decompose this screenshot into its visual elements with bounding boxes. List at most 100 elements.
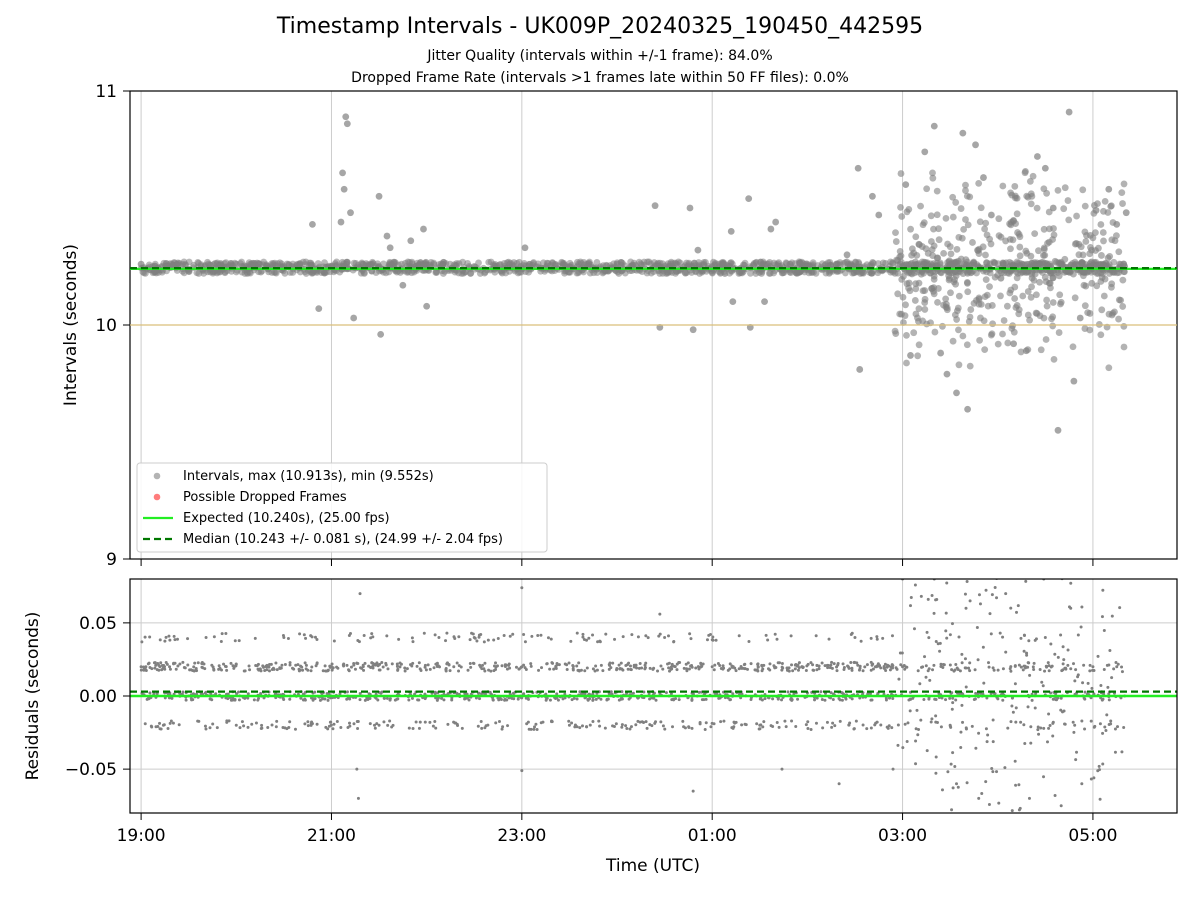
- residual-point: [324, 725, 328, 729]
- residual-point: [825, 720, 829, 724]
- residual-point: [897, 677, 901, 681]
- residual-point: [703, 728, 707, 732]
- residual-point: [932, 663, 936, 667]
- residual-point: [604, 632, 608, 636]
- residual-point: [980, 540, 983, 543]
- residual-point: [989, 692, 993, 696]
- interval-point: [640, 258, 648, 266]
- residual-point: [315, 662, 319, 666]
- residual-point: [309, 669, 313, 673]
- residual-point: [168, 665, 172, 669]
- interval-point: [1061, 184, 1069, 192]
- residual-point: [238, 726, 242, 730]
- interval-point: [342, 113, 350, 121]
- residual-point: [1000, 828, 1003, 831]
- residual-point: [891, 697, 895, 701]
- residual-point: [445, 631, 449, 635]
- residual-point: [511, 691, 515, 695]
- residual-point: [483, 726, 487, 730]
- interval-point: [586, 258, 593, 266]
- residual-point: [884, 668, 888, 672]
- residual-point: [1032, 667, 1036, 671]
- interval-point: [1040, 185, 1048, 193]
- interval-point: [558, 258, 566, 266]
- interval-point: [962, 187, 969, 194]
- residual-point: [380, 660, 384, 664]
- residual-point: [946, 815, 949, 818]
- residual-point: [453, 721, 457, 725]
- interval-point: [962, 181, 969, 189]
- residual-point: [396, 668, 400, 672]
- interval-point: [1091, 229, 1099, 237]
- interval-point: [1092, 247, 1099, 254]
- residual-point: [944, 629, 948, 633]
- residual-point: [472, 636, 476, 639]
- interval-point: [1075, 251, 1083, 259]
- legend-label-dropped: Possible Dropped Frames: [183, 490, 347, 505]
- interval-point: [979, 243, 987, 251]
- residual-point: [1022, 723, 1026, 727]
- residual-point: [617, 663, 621, 667]
- residual-point: [946, 770, 950, 774]
- residual-point: [626, 667, 630, 671]
- residual-point: [926, 669, 930, 673]
- residual-point: [951, 751, 955, 755]
- interval-point: [1110, 268, 1117, 276]
- residual-point: [918, 682, 922, 686]
- residual-point: [984, 727, 988, 731]
- interval-point: [1105, 185, 1113, 193]
- residual-point: [377, 723, 381, 727]
- interval-point: [1007, 245, 1014, 253]
- residual-point: [1104, 571, 1107, 574]
- residual-point: [356, 719, 360, 723]
- residual-point: [417, 698, 421, 702]
- x-axis-label: Time (UTC): [605, 856, 700, 876]
- residual-point: [274, 661, 278, 665]
- interval-point: [255, 260, 263, 267]
- interval-point: [377, 330, 385, 338]
- residual-point: [512, 697, 516, 701]
- residual-point: [348, 724, 352, 728]
- residual-point: [139, 665, 143, 669]
- residual-point: [842, 668, 846, 672]
- interval-point: [1031, 230, 1039, 238]
- residual-point: [274, 725, 278, 729]
- interval-point: [930, 122, 938, 130]
- residual-point: [154, 663, 158, 667]
- residual-point: [1075, 750, 1079, 754]
- interval-point: [809, 259, 817, 267]
- residual-point: [196, 719, 200, 723]
- residual-point: [1046, 661, 1050, 665]
- residual-point: [303, 697, 307, 701]
- residual-point: [756, 665, 760, 669]
- residual-point: [795, 664, 799, 668]
- residual-point: [801, 666, 805, 670]
- interval-point: [1050, 231, 1058, 239]
- interval-point: [898, 213, 906, 220]
- interval-point: [912, 285, 920, 293]
- residual-point: [959, 730, 963, 734]
- residual-point: [1037, 732, 1041, 736]
- chart-title: Timestamp Intervals - UK009P_20240325_19…: [276, 14, 924, 39]
- residual-point: [711, 635, 715, 639]
- residual-point: [347, 669, 351, 673]
- residual-point: [188, 668, 192, 672]
- residual-point: [863, 665, 867, 669]
- residual-point: [852, 661, 856, 665]
- residual-point: [914, 762, 918, 766]
- interval-point: [659, 260, 666, 268]
- residual-point: [460, 726, 464, 730]
- interval-point: [980, 174, 987, 181]
- residual-point: [930, 717, 934, 721]
- interval-point: [999, 330, 1006, 338]
- residual-point: [635, 666, 639, 670]
- residual-point: [599, 697, 603, 701]
- residual-point: [1107, 698, 1111, 702]
- residual-point: [1104, 527, 1107, 530]
- residual-point: [690, 697, 694, 701]
- interval-point: [843, 251, 851, 259]
- residual-point: [275, 668, 279, 672]
- residual-point: [731, 692, 735, 696]
- residual-point: [386, 667, 390, 671]
